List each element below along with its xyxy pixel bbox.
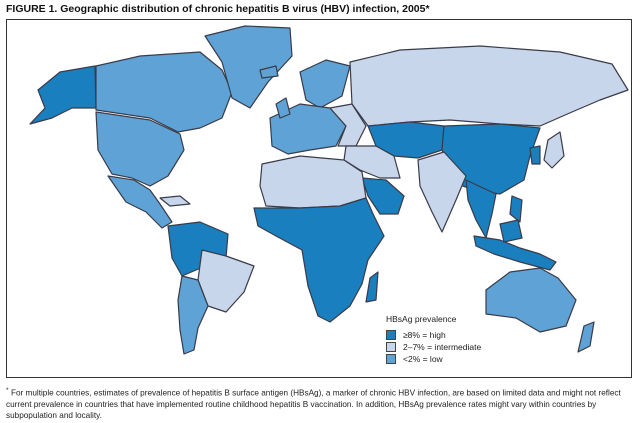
footnote-marker: *	[6, 387, 9, 394]
region-japan	[543, 131, 565, 169]
region-madagascar	[365, 271, 379, 303]
legend-swatch-intermediate	[386, 342, 396, 352]
legend-label-high: ≥8% = high	[403, 330, 446, 340]
figure-title: FIGURE 1. Geographic distribution of chr…	[6, 3, 430, 15]
region-sub-saharan-africa	[253, 197, 385, 323]
region-scandinavia	[299, 59, 351, 109]
legend-item-low: <2% = low	[386, 354, 481, 364]
region-canada	[95, 51, 233, 133]
region-new-zealand	[577, 321, 595, 353]
region-alaska	[29, 65, 97, 125]
region-usa	[95, 111, 185, 187]
region-western-europe	[269, 103, 347, 155]
legend-label-low: <2% = low	[403, 354, 443, 364]
region-southern-cone	[177, 275, 209, 355]
map-legend: HBsAg prevalence ≥8% = high 2–7% = inter…	[386, 314, 481, 366]
region-north-africa	[259, 155, 367, 209]
map-frame	[6, 19, 632, 378]
legend-item-intermediate: 2–7% = intermediate	[386, 342, 481, 352]
legend-label-intermediate: 2–7% = intermediate	[403, 342, 482, 352]
region-philippines	[509, 195, 523, 223]
region-uk	[275, 97, 291, 119]
footnote: * For multiple countries, estimates of p…	[6, 385, 634, 421]
region-russia	[349, 45, 629, 127]
region-greenland	[204, 25, 293, 109]
region-india	[417, 151, 467, 233]
region-indonesia	[473, 235, 557, 271]
region-australia	[485, 267, 577, 333]
region-iceland	[259, 65, 279, 79]
legend-swatch-high	[386, 330, 396, 340]
footnote-text: For multiple countries, estimates of pre…	[6, 388, 621, 420]
region-korea	[529, 145, 541, 165]
legend-item-high: ≥8% = high	[386, 330, 481, 340]
region-caribbean	[159, 195, 191, 207]
legend-swatch-low	[386, 354, 396, 364]
region-arabia	[361, 177, 405, 215]
region-mexico-central-america	[107, 175, 173, 229]
legend-title: HBsAg prevalence	[386, 314, 457, 324]
region-borneo	[499, 219, 523, 243]
